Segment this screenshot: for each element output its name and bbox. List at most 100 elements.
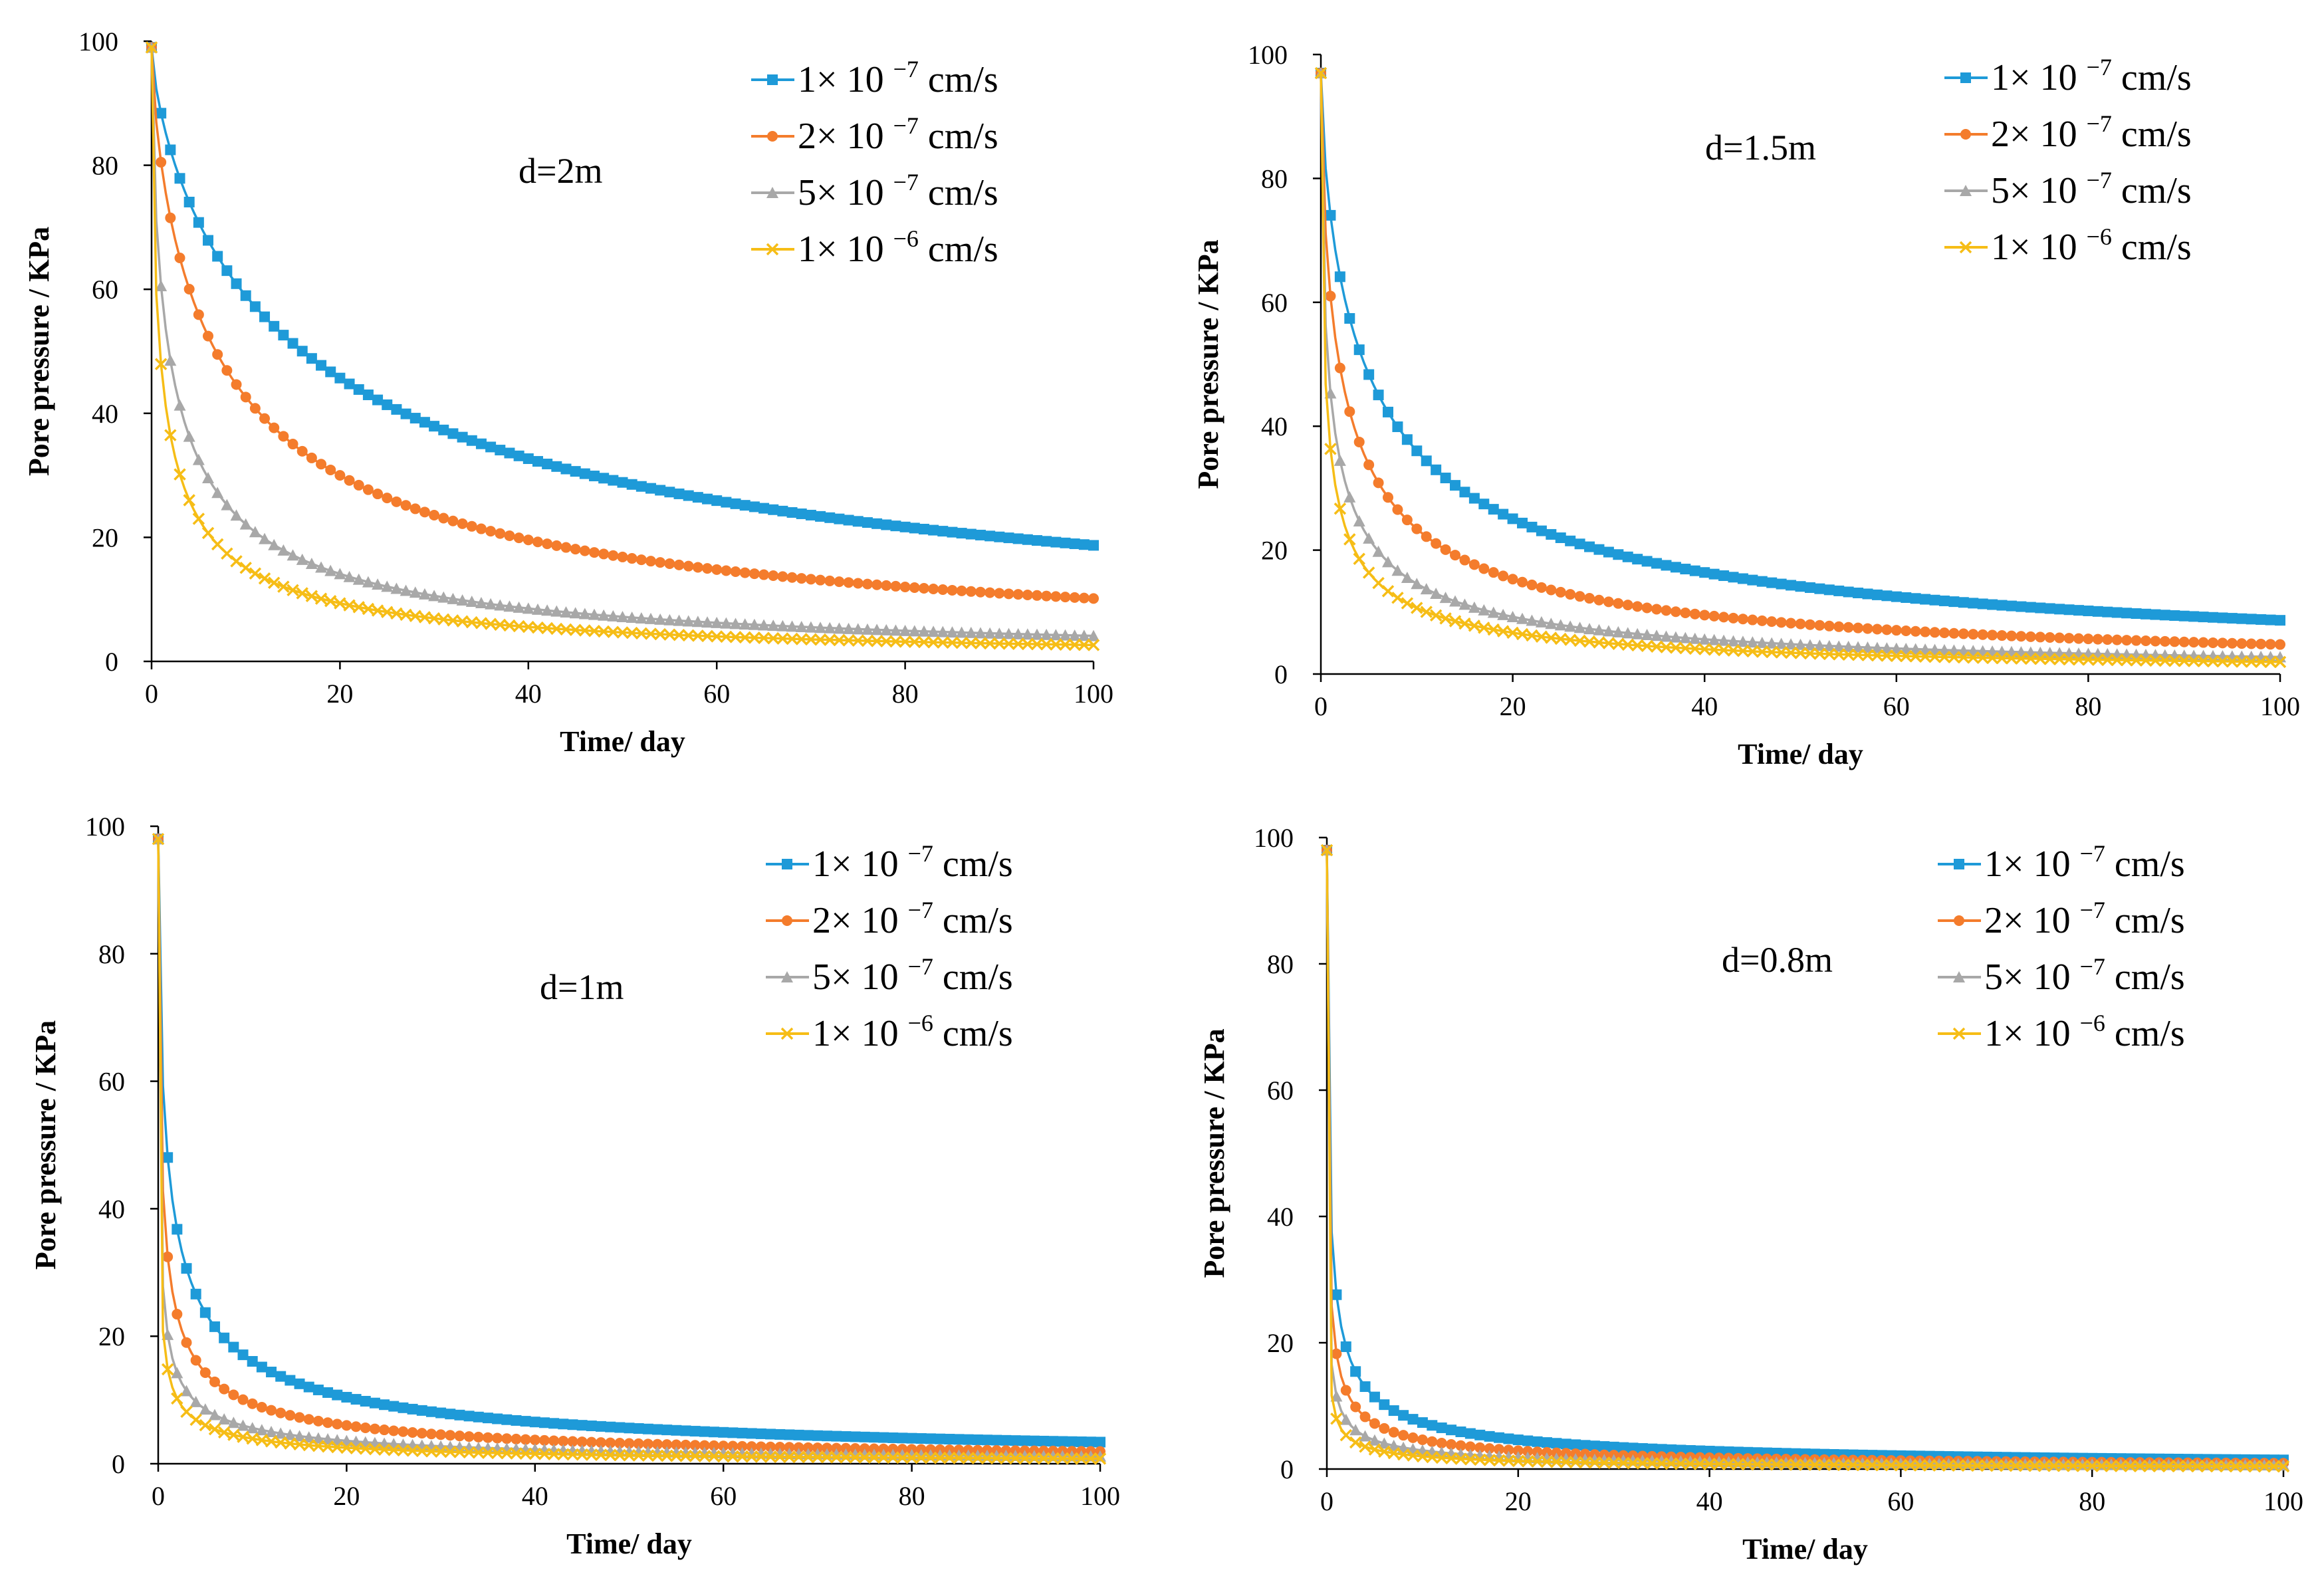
data-point: [1641, 639, 1653, 653]
data-point: [1938, 627, 1950, 639]
data-point: [1435, 1451, 1448, 1464]
data-point: [1789, 1458, 1802, 1471]
data-point: [388, 1444, 400, 1456]
data-point: [1684, 1457, 1697, 1470]
data-point: [228, 1389, 239, 1401]
data-point: [532, 456, 543, 467]
data-point: [1497, 608, 1510, 620]
data-point: [334, 372, 346, 384]
x-tick-label: 20: [1505, 1486, 1532, 1516]
data-point: [350, 1421, 362, 1432]
data-point: [1851, 648, 1865, 661]
data-point: [689, 1450, 701, 1462]
data-point: [2115, 1460, 2127, 1472]
data-point: [824, 633, 836, 646]
data-point: [1602, 625, 1615, 637]
data-point: [1331, 1289, 1342, 1300]
panel-d-1m: 0 20 40 60 80 100 0 20 40 60 80 100 Time/ day Pore pr…: [29, 812, 1120, 1560]
data-point: [379, 1425, 390, 1436]
legend-label: 2× 10 −7 cm/s: [1991, 110, 2192, 155]
data-point: [1333, 502, 1347, 515]
legend-swatch-marker: [766, 243, 779, 256]
data-point: [325, 464, 336, 475]
data-point: [2169, 610, 2180, 622]
data-point: [1814, 583, 1825, 594]
data-point: [1445, 1452, 1458, 1465]
data-point: [2265, 614, 2276, 626]
data-point: [824, 622, 836, 633]
data-point: [652, 1438, 663, 1450]
data-point: [1688, 632, 1701, 644]
data-point: [645, 612, 657, 624]
data-point: [598, 609, 610, 621]
data-point: [937, 526, 949, 537]
data-point: [1669, 641, 1682, 654]
data-point: [604, 1448, 617, 1462]
data-point: [889, 624, 902, 636]
data-point: [861, 634, 874, 647]
data-point: [877, 1451, 890, 1464]
data-point: [1708, 633, 1720, 645]
data-point: [1747, 574, 1758, 586]
series-4: [145, 41, 1100, 651]
data-point: [1050, 629, 1062, 641]
data-point: [303, 1414, 314, 1425]
legend-item: 1× 10 −7 cm/s: [1944, 54, 2192, 98]
data-point: [1718, 612, 1730, 623]
data-point: [2254, 655, 2267, 668]
data-point: [1458, 598, 1471, 610]
data-point: [400, 608, 412, 622]
data-point: [585, 1448, 598, 1461]
data-point: [623, 1449, 636, 1462]
data-point: [419, 417, 430, 428]
data-point: [868, 1432, 879, 1443]
data-point: [1708, 610, 1720, 622]
data-point: [277, 544, 290, 556]
data-point: [739, 631, 751, 644]
data-point: [1881, 590, 1893, 602]
data-point: [447, 515, 459, 526]
data-point: [237, 1430, 249, 1443]
data-point: [1990, 1459, 2003, 1472]
data-point: [211, 487, 224, 499]
x-tick-label: 60: [710, 1481, 737, 1511]
data-point: [776, 620, 789, 631]
depth-label: d=1m: [540, 967, 624, 1007]
data-point: [692, 562, 703, 573]
data-point: [171, 1367, 183, 1379]
data-point: [390, 582, 403, 594]
data-point: [607, 610, 620, 622]
legend-swatch-marker: [767, 131, 778, 142]
data-point: [406, 1444, 419, 1457]
data-point: [156, 157, 167, 168]
data-point: [1353, 344, 1365, 356]
data-point: [2105, 1460, 2118, 1472]
data-point: [1536, 582, 1547, 593]
data-point: [626, 479, 637, 490]
data-point: [1464, 1441, 1476, 1452]
data-point: [711, 616, 723, 628]
data-point: [1958, 597, 1969, 608]
data-point: [1464, 1453, 1477, 1466]
data-point: [221, 547, 233, 560]
data-point: [1718, 634, 1730, 646]
data-point: [492, 1413, 503, 1425]
data-point: [641, 1449, 655, 1462]
data-point: [341, 1391, 352, 1403]
series-2: [1316, 67, 2285, 650]
data-point: [558, 1419, 569, 1430]
data-point: [475, 596, 487, 608]
data-point: [1760, 1458, 1774, 1471]
data-point: [415, 1444, 428, 1458]
data-point: [2131, 635, 2142, 646]
legend-swatch-marker: [767, 74, 778, 85]
data-point: [852, 516, 864, 527]
data-point: [617, 551, 628, 562]
legend-swatch-marker: [782, 859, 792, 869]
data-point: [2226, 655, 2239, 668]
data-point: [653, 627, 667, 641]
data-point: [557, 1448, 570, 1461]
data-point: [2067, 1459, 2079, 1472]
data-point: [152, 832, 165, 846]
data-point: [1532, 1436, 1543, 1447]
